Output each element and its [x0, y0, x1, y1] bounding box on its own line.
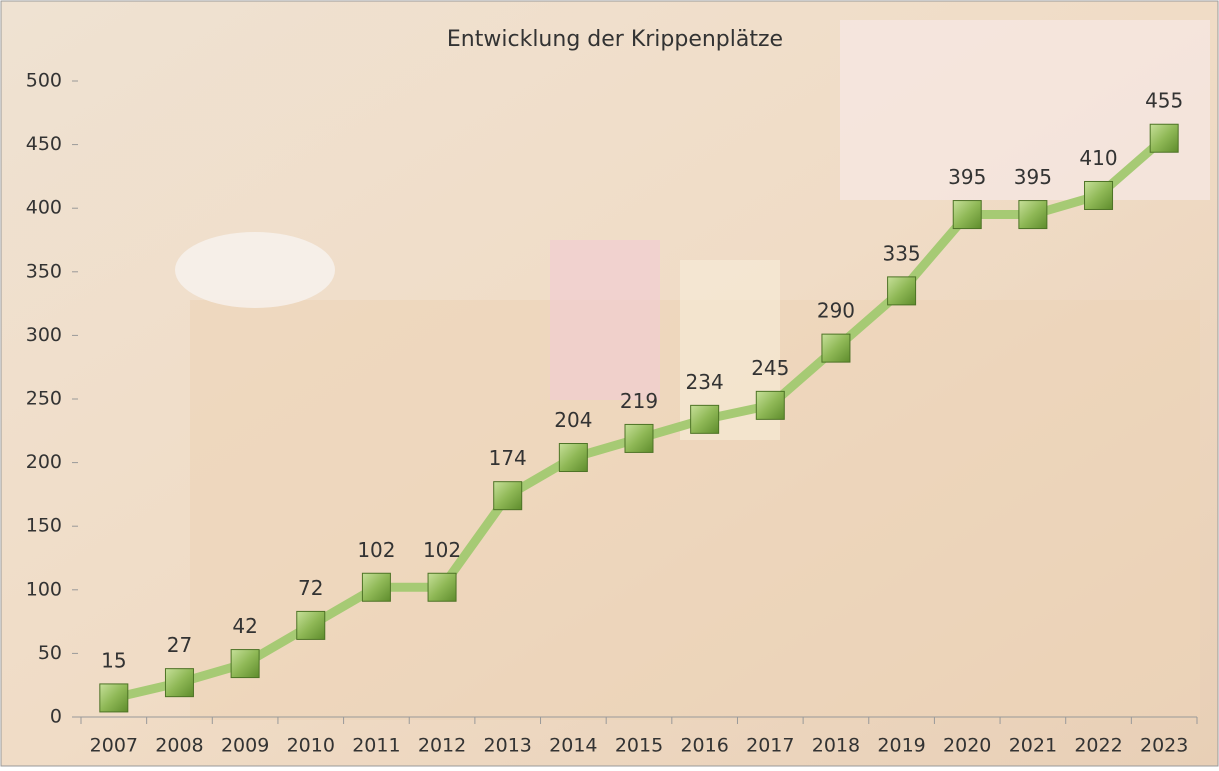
y-tick-label: 500 — [26, 70, 62, 92]
x-tick-label: 2017 — [746, 735, 794, 757]
y-tick-label: 400 — [26, 197, 62, 219]
x-tick-label: 2023 — [1140, 735, 1188, 757]
chart-title: Entwicklung der Krippenplätze — [447, 27, 783, 52]
marker — [230, 649, 260, 679]
marker — [427, 572, 457, 602]
data-label: 335 — [882, 241, 920, 265]
data-label: 72 — [298, 576, 323, 600]
x-tick-label: 2022 — [1074, 735, 1122, 757]
marker — [624, 423, 654, 453]
x-tick-label: 2009 — [221, 735, 269, 757]
y-tick-label: 100 — [26, 578, 62, 600]
y-tick-label: 450 — [26, 133, 62, 155]
marker — [1018, 200, 1048, 230]
data-label: 42 — [232, 614, 257, 638]
marker — [821, 333, 851, 363]
x-tick-label: 2008 — [155, 735, 203, 757]
data-label: 204 — [554, 408, 592, 432]
x-tick-label: 2011 — [352, 735, 400, 757]
marker — [690, 404, 720, 434]
marker — [361, 572, 391, 602]
data-label: 234 — [686, 370, 724, 394]
data-label: 102 — [423, 538, 461, 562]
marker — [755, 390, 785, 420]
data-label: 219 — [620, 389, 658, 413]
data-label: 410 — [1079, 146, 1117, 170]
x-tick-label: 2007 — [90, 735, 138, 757]
y-tick-label: 0 — [50, 706, 62, 728]
data-label: 174 — [489, 446, 527, 470]
marker — [558, 443, 588, 473]
data-label: 395 — [1014, 165, 1052, 189]
marker — [952, 200, 982, 230]
data-label: 290 — [817, 299, 855, 323]
marker — [1084, 180, 1114, 210]
y-tick-label: 200 — [26, 451, 62, 473]
marker — [1149, 123, 1179, 153]
marker — [493, 481, 523, 511]
x-tick-label: 2019 — [877, 735, 925, 757]
y-tick-label: 250 — [26, 388, 62, 410]
marker — [887, 276, 917, 306]
x-tick-label: 2021 — [1009, 735, 1057, 757]
x-tick-label: 2010 — [287, 735, 335, 757]
x-tick-label: 2018 — [812, 735, 860, 757]
y-tick-label: 150 — [26, 515, 62, 537]
y-tick-label: 50 — [38, 642, 62, 664]
wall — [840, 20, 1210, 200]
x-tick-label: 2016 — [680, 735, 728, 757]
data-label: 245 — [751, 356, 789, 380]
x-tick-label: 2013 — [484, 735, 532, 757]
y-tick-label: 300 — [26, 324, 62, 346]
data-label: 395 — [948, 165, 986, 189]
marker — [164, 668, 194, 698]
marker — [99, 683, 129, 713]
y-tick-label: 350 — [26, 260, 62, 282]
data-label: 15 — [101, 648, 126, 672]
data-label: 102 — [357, 538, 395, 562]
x-tick-label: 2015 — [615, 735, 663, 757]
data-label: 455 — [1145, 89, 1183, 113]
bowl — [175, 232, 335, 308]
x-tick-label: 2012 — [418, 735, 466, 757]
x-tick-label: 2014 — [549, 735, 597, 757]
child — [550, 240, 660, 400]
x-tick-label: 2020 — [943, 735, 991, 757]
data-label: 27 — [167, 633, 192, 657]
marker — [296, 610, 326, 640]
